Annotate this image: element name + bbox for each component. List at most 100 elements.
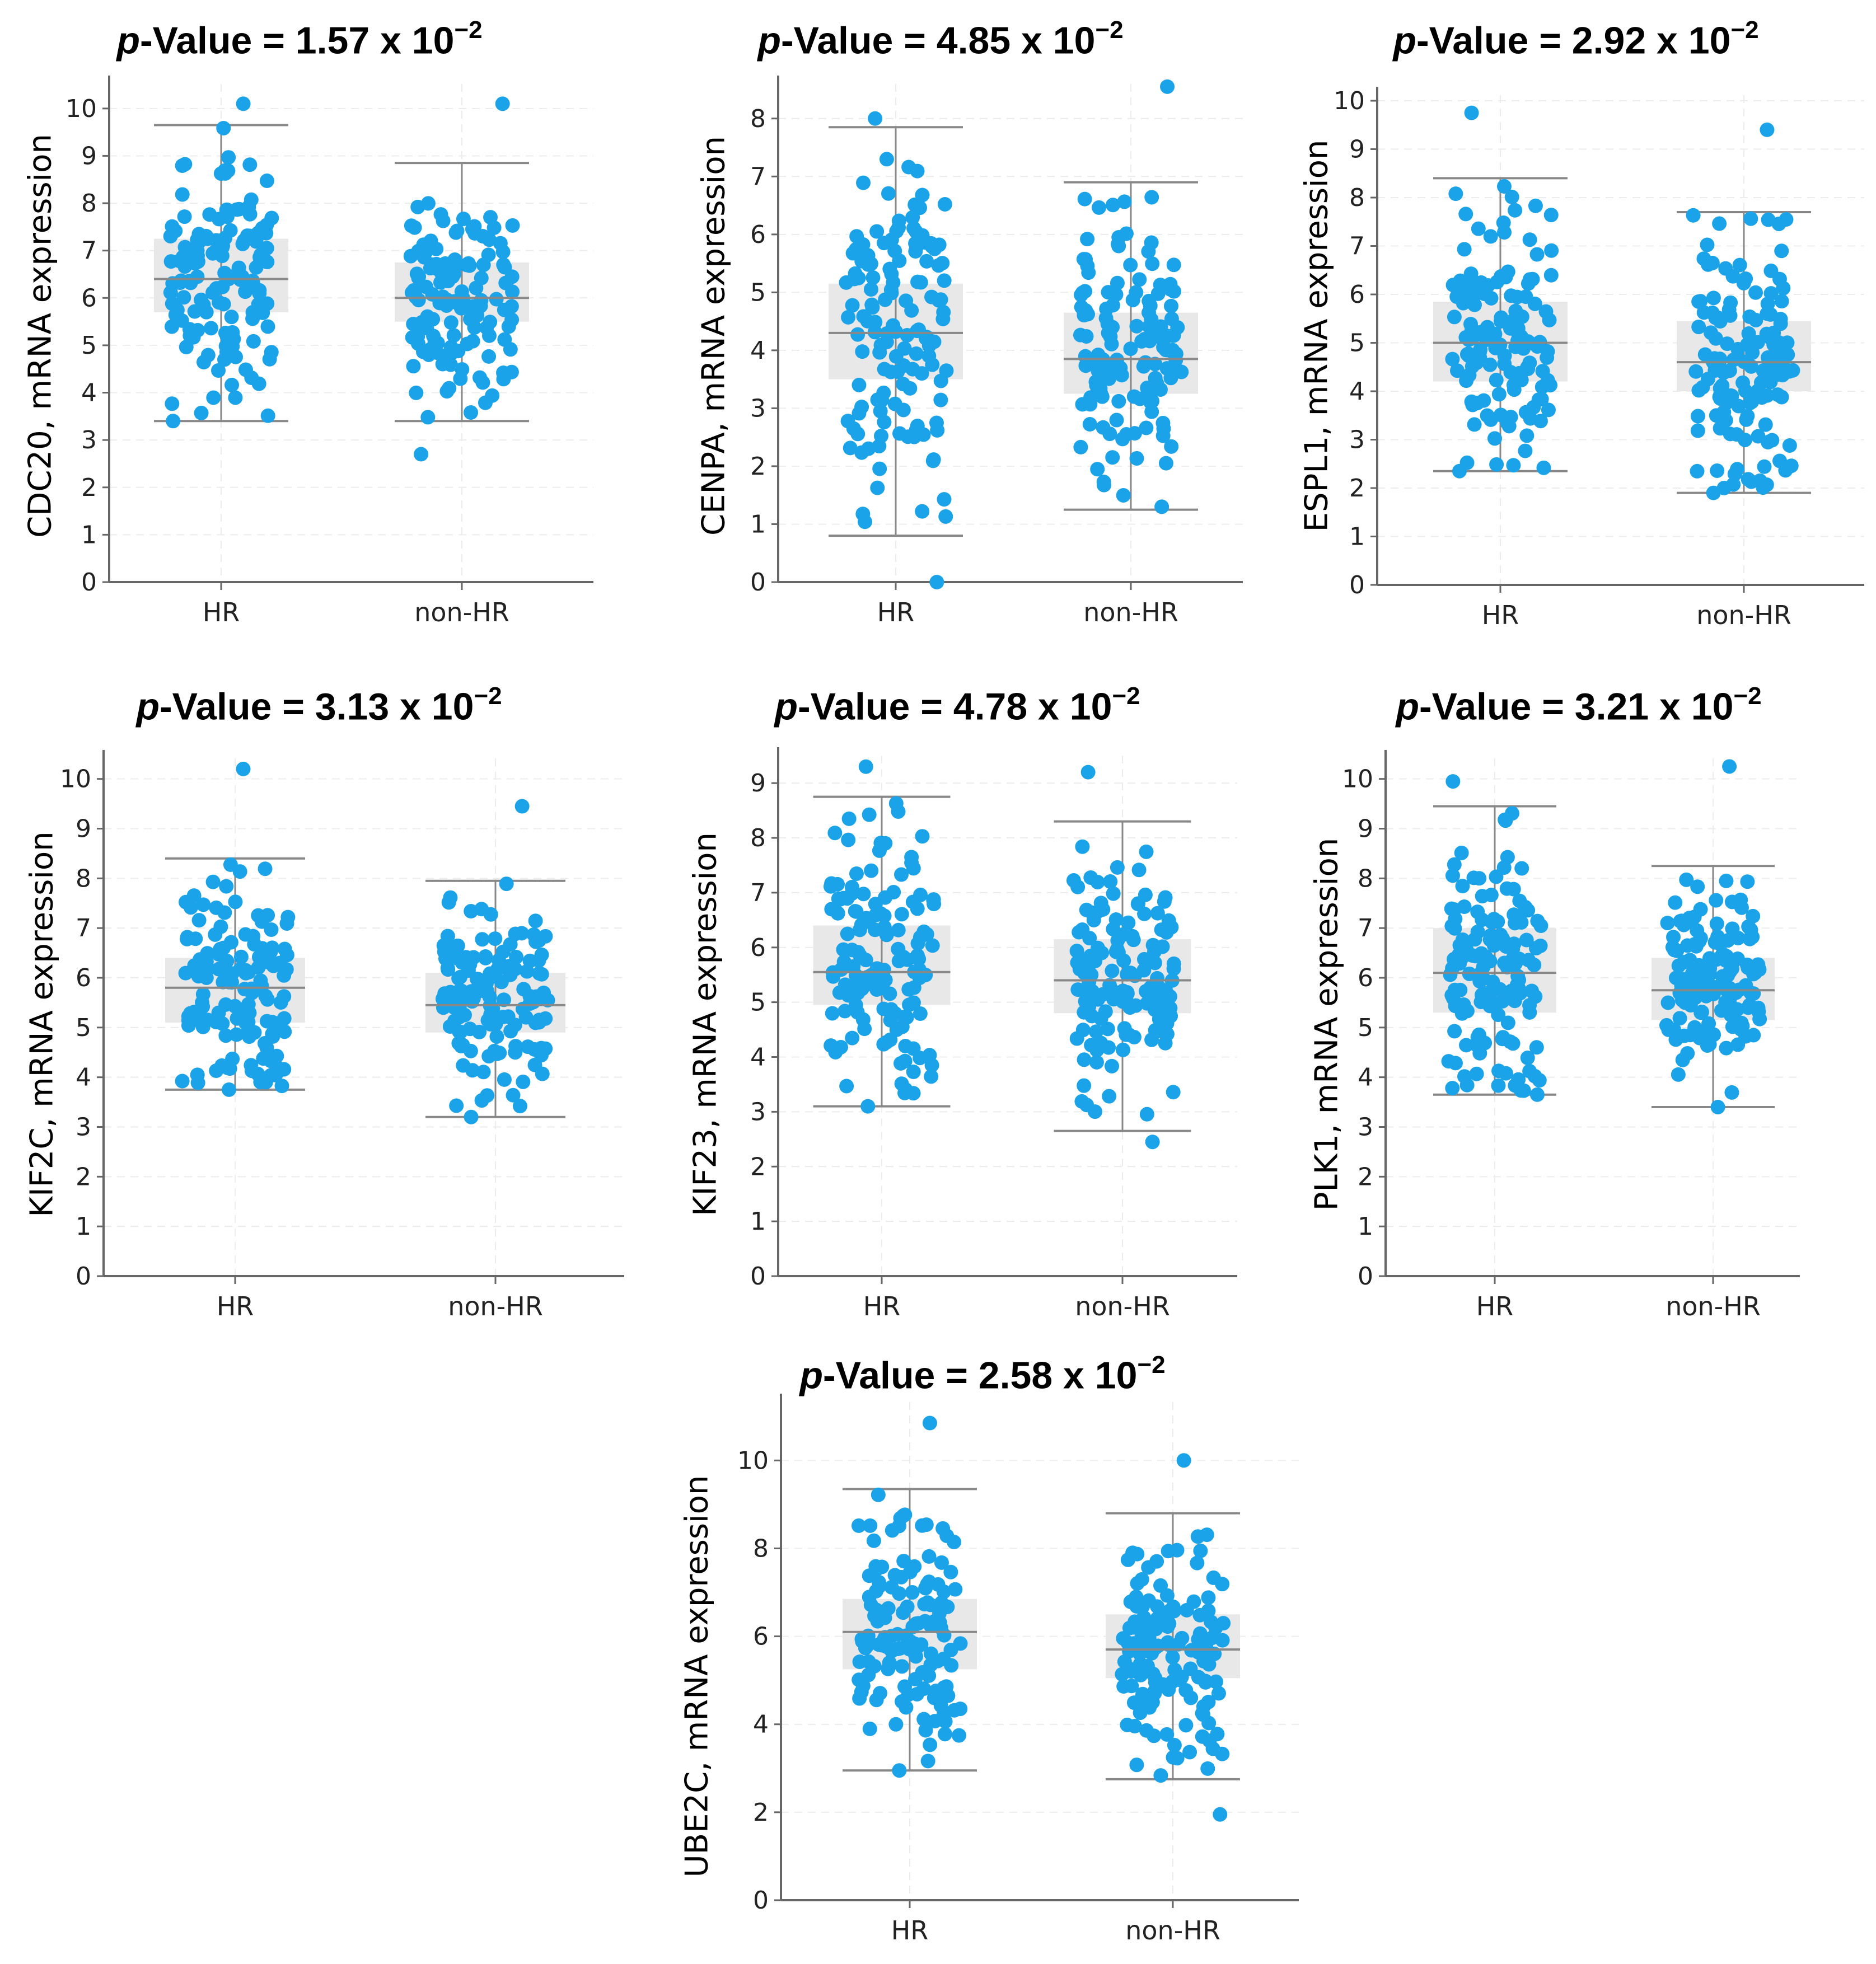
data-point (1139, 844, 1154, 859)
y-tick-label: 2 (81, 474, 97, 502)
data-point (1126, 1030, 1141, 1045)
y-tick-label: 10 (1334, 87, 1365, 115)
data-point (1458, 207, 1473, 222)
data-point (1512, 972, 1527, 987)
data-point (1710, 1099, 1725, 1114)
data-point (1141, 1630, 1157, 1646)
y-tick-label: 1 (1358, 1212, 1373, 1241)
data-point (1520, 1051, 1535, 1066)
data-point (1075, 1023, 1091, 1038)
data-point (1183, 1661, 1198, 1676)
data-point (1533, 938, 1548, 953)
data-point (906, 1644, 921, 1660)
data-point (921, 348, 937, 363)
data-point (1507, 993, 1522, 1009)
data-point (1674, 992, 1690, 1007)
data-point (505, 284, 520, 299)
data-point (1155, 939, 1170, 954)
data-point (1129, 451, 1144, 466)
data-point (861, 1667, 876, 1682)
data-point (1506, 458, 1521, 473)
data-point (251, 960, 266, 975)
data-point (1690, 409, 1705, 424)
data-point (886, 884, 901, 899)
data-point (1518, 899, 1533, 915)
data-point (888, 349, 904, 364)
y-tick-label: 6 (76, 964, 91, 992)
data-point (1710, 360, 1725, 376)
data-point (481, 232, 497, 247)
data-point (1491, 1007, 1506, 1023)
y-tick-label: 7 (81, 237, 97, 265)
data-point (1103, 874, 1118, 889)
data-point (449, 1098, 464, 1113)
data-point (1190, 1555, 1205, 1571)
data-point (165, 296, 180, 311)
data-point (217, 163, 232, 178)
data-point (877, 1630, 892, 1645)
data-point (918, 1581, 933, 1596)
data-point (1195, 1729, 1210, 1744)
data-point (208, 927, 223, 942)
data-point (1166, 1085, 1181, 1100)
data-point (216, 940, 231, 955)
pvalue-title: p-Value = 3.21 x 10−2 (1288, 672, 1870, 728)
data-point (1136, 1610, 1152, 1625)
y-tick-label: 8 (750, 105, 766, 133)
y-tick-label: 3 (76, 1113, 91, 1141)
data-point (1153, 1768, 1168, 1783)
data-point (503, 1024, 518, 1039)
data-point (1501, 419, 1517, 434)
data-point (1129, 318, 1144, 334)
data-point (1190, 1529, 1205, 1544)
data-point (897, 1679, 913, 1694)
data-point (481, 349, 497, 364)
data-point (1454, 845, 1469, 860)
data-point (432, 261, 447, 276)
data-point (856, 309, 871, 324)
y-tick-label: 6 (81, 284, 97, 312)
data-point (1757, 459, 1772, 474)
data-point (495, 1009, 511, 1024)
data-point (216, 120, 231, 135)
y-tick-label: 9 (1358, 814, 1373, 843)
data-point (1491, 1063, 1507, 1079)
data-point (416, 237, 431, 252)
data-point (1105, 198, 1120, 213)
data-point (1489, 373, 1504, 388)
data-point (1718, 953, 1733, 968)
data-point (1208, 1674, 1223, 1689)
data-point (953, 1636, 968, 1651)
data-point (869, 224, 885, 239)
data-point (850, 426, 866, 442)
data-point (254, 914, 269, 929)
data-point (854, 917, 869, 932)
y-tick-label: 2 (76, 1163, 91, 1191)
data-point (1731, 399, 1746, 414)
data-point (877, 1610, 892, 1625)
data-point (927, 334, 942, 349)
data-point (905, 894, 920, 910)
data-point (1201, 1590, 1216, 1605)
data-point (1506, 882, 1521, 897)
chart-plot: 0 1 2 3 4 5 6 7 8 9 10 HR non-HR (1334, 87, 1864, 630)
data-point (1707, 935, 1723, 950)
data-point (1164, 439, 1179, 454)
data-point (443, 315, 459, 330)
data-point (934, 1555, 949, 1570)
data-point (1511, 1072, 1526, 1087)
data-point (825, 1006, 840, 1021)
data-point (497, 332, 512, 347)
data-point (1461, 346, 1476, 362)
x-tick-label: non-HR (1125, 1915, 1220, 1946)
data-point (845, 298, 860, 313)
data-point (1153, 277, 1168, 292)
data-point (1153, 319, 1168, 334)
data-point (1448, 186, 1463, 201)
data-point (209, 233, 224, 248)
chart-plot: 0 1 2 3 4 5 6 7 8 HR non-HR (750, 76, 1243, 627)
data-point (926, 452, 941, 467)
data-point (245, 311, 260, 326)
data-point (475, 375, 490, 390)
data-point (841, 310, 856, 325)
